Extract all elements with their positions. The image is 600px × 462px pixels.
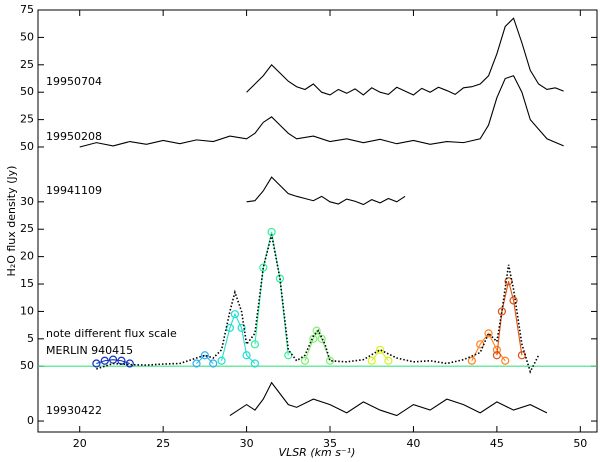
spectrum-marker: [325, 356, 335, 365]
spectrum-marker: [375, 345, 385, 354]
x-axis-label: VLSR (km s⁻¹): [279, 446, 356, 459]
x-tick-label: 30: [240, 437, 254, 450]
spectrum-marker: [100, 356, 109, 365]
spectrum-marker: [259, 263, 268, 272]
spectrum-line: [496, 281, 523, 356]
y-tick-label: 50: [20, 85, 34, 98]
y-tick-label: 30: [20, 195, 34, 208]
spectrum-marker: [501, 356, 510, 365]
spectrum-marker: [209, 359, 218, 368]
y-tick-label: 0: [27, 414, 34, 427]
spectrum-marker: [492, 351, 501, 360]
spectrum-line: [371, 348, 389, 362]
plot-frame: [37, 9, 598, 433]
spectrum-marker: [225, 323, 234, 332]
spectrum-line: [96, 234, 540, 374]
y-tick-label: 50: [20, 140, 34, 153]
annotation: 19950208: [46, 130, 102, 143]
annotation: 19941109: [46, 184, 102, 197]
spectrum-marker: [384, 356, 393, 365]
y-tick-label: 20: [20, 250, 34, 263]
x-tick-label: 40: [406, 437, 420, 450]
spectrum-marker: [517, 351, 527, 360]
spectrum-marker: [484, 329, 493, 338]
spectrum-line: [246, 176, 406, 206]
spectrum-marker: [367, 356, 376, 365]
spectrum-line: [221, 312, 256, 364]
spectrum-marker: [317, 334, 326, 343]
spectrum-marker: [250, 340, 260, 349]
x-tick-label: 20: [73, 437, 87, 450]
annotation: note different flux scale: [46, 327, 177, 340]
spectrum-marker: [92, 359, 101, 368]
spectrum-marker: [192, 359, 201, 368]
spectrum-marker: [242, 351, 251, 360]
spectrum-marker: [237, 323, 246, 332]
spectrum-line: [96, 359, 130, 365]
y-axis-label: H₂O flux density (Jy): [5, 166, 18, 277]
spectrum-marker: [300, 356, 310, 365]
spectrum-marker: [200, 351, 209, 360]
y-tick-label: 50: [20, 359, 34, 372]
spectrum-line: [304, 329, 331, 361]
spectrum-marker: [125, 359, 134, 368]
x-tick-label: 45: [490, 437, 504, 450]
spectrum-line: [246, 17, 564, 96]
spectrum-marker: [250, 359, 260, 368]
x-tick-label: 50: [573, 437, 587, 450]
spectrum-marker: [504, 277, 513, 286]
y-tick-label: 25: [20, 58, 34, 71]
spectrum-marker: [509, 296, 518, 305]
annotation: 19950704: [46, 75, 102, 88]
spectrum-marker: [467, 356, 476, 365]
x-tick-label: 25: [156, 437, 170, 450]
spectrum-marker: [497, 307, 506, 316]
spectrum-line: [229, 381, 548, 417]
y-tick-label: 50: [20, 30, 34, 43]
y-tick-label: 15: [20, 277, 34, 290]
spectrum-line: [79, 75, 564, 148]
spectrum-marker: [230, 310, 240, 319]
y-tick-label: 10: [20, 304, 34, 317]
annotation: 19930422: [46, 404, 102, 417]
y-tick-label: 25: [20, 113, 34, 126]
y-tick-label: 25: [20, 222, 34, 235]
annotation: MERLIN 940415: [46, 344, 133, 357]
y-tick-label: 5: [27, 332, 34, 345]
y-tick-label: 75: [20, 3, 34, 16]
x-tick-label: 35: [323, 437, 337, 450]
spectrum-marker: [312, 326, 321, 335]
spectrum-marker: [217, 356, 226, 365]
